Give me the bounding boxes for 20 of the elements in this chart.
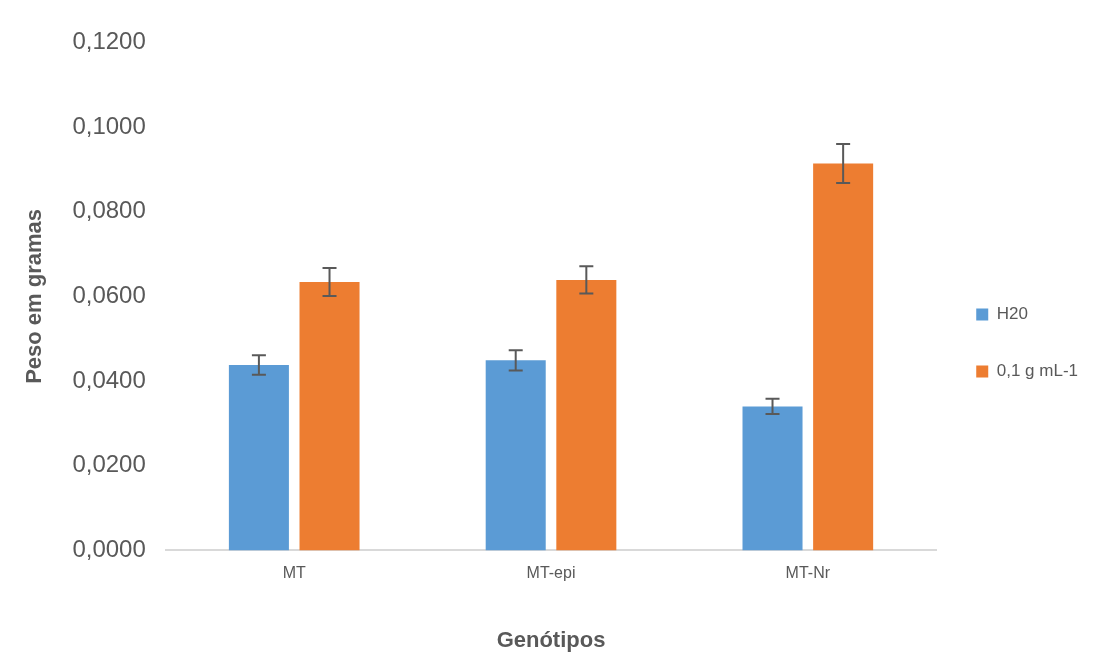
- y-tick-label: 0,0000: [72, 535, 146, 563]
- bar: [556, 279, 617, 551]
- legend-label: 0,1 g mL-1: [996, 361, 1078, 381]
- y-axis-title: Peso em gramas: [21, 208, 47, 384]
- bar: [742, 406, 803, 551]
- y-tick-label: 0,0600: [72, 281, 146, 309]
- x-tick-label: MT-Nr: [785, 564, 831, 582]
- bar: [299, 282, 360, 551]
- y-tick-label: 0,0400: [72, 365, 146, 393]
- y-tick-label: 0,1000: [72, 111, 146, 139]
- bar: [813, 163, 874, 551]
- legend-label: H20: [996, 304, 1028, 324]
- x-axis-title: Genótipos: [496, 626, 606, 652]
- x-tick-label: MT: [282, 564, 306, 582]
- y-tick-label: 0,1200: [72, 27, 146, 55]
- bar: [485, 360, 546, 551]
- y-tick-label: 0,0800: [72, 196, 146, 224]
- bar: [228, 364, 289, 551]
- y-tick-label: 0,0200: [72, 450, 146, 478]
- x-tick-label: MT-epi: [526, 564, 576, 582]
